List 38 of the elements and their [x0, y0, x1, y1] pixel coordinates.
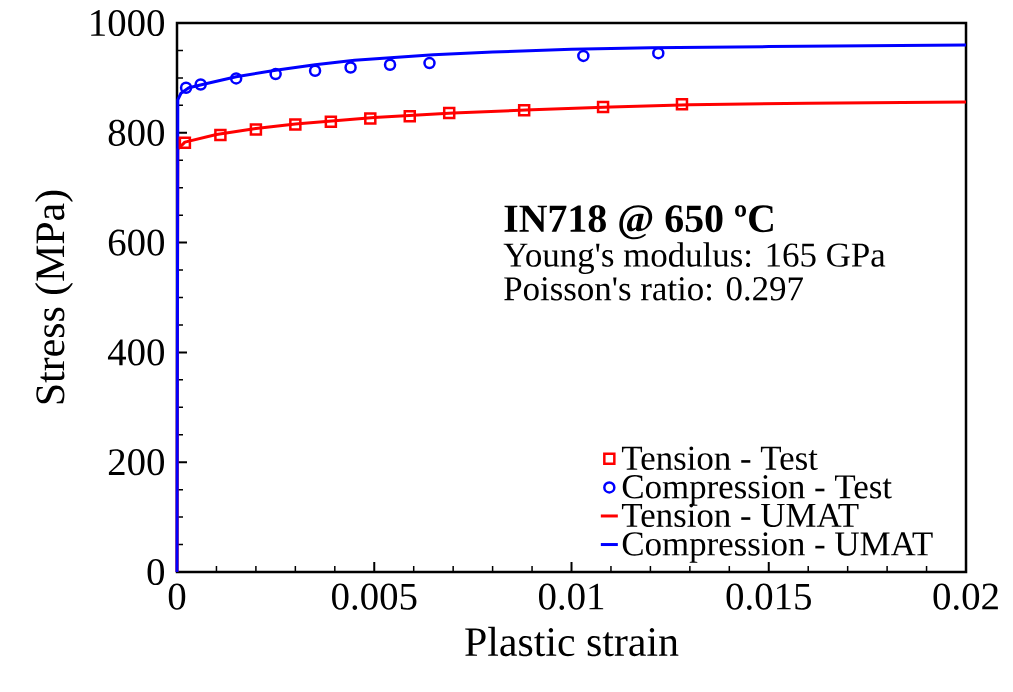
- point: [442, 106, 456, 120]
- point: [675, 98, 689, 111]
- point: [229, 72, 243, 85]
- point: [517, 104, 531, 117]
- x-tick-label: 0.01: [538, 583, 604, 610]
- x-axis-title: Plastic strain: [465, 626, 679, 657]
- point: [383, 58, 397, 71]
- point: [423, 56, 436, 70]
- point: [324, 115, 338, 129]
- y-tick-label: 800: [108, 119, 165, 146]
- point: [269, 67, 282, 81]
- point: [194, 78, 207, 91]
- point: [596, 100, 610, 114]
- point: [344, 61, 357, 74]
- point: [577, 49, 590, 63]
- point: [249, 123, 263, 136]
- legend-label: Tension - Test: [621, 446, 818, 470]
- annotation: IN718 @ 650 ºC: [504, 205, 773, 240]
- y-tick-label: 400: [107, 339, 165, 366]
- x-tick-label: 0.015: [726, 583, 811, 610]
- point: [289, 118, 302, 131]
- annotation: Young's modulus: 165 GPa: [503, 242, 886, 275]
- point: [214, 128, 227, 142]
- y-axis-title: Stress (MPa): [34, 190, 73, 404]
- point: [364, 112, 377, 125]
- y-tick-label: 0: [147, 558, 165, 586]
- y-tick-label: 200: [108, 449, 165, 476]
- annotation: Poisson's ratio: 0.297: [504, 277, 803, 301]
- point: [403, 110, 417, 123]
- point: [178, 136, 192, 149]
- x-tick-label: 0: [168, 583, 186, 610]
- legend-label: Compression - UMAT: [622, 532, 933, 563]
- y-tick-label: 1000: [91, 9, 165, 37]
- y-tick-label: 600: [108, 229, 165, 256]
- point: [308, 64, 322, 78]
- x-tick-label: 0.02: [933, 583, 998, 610]
- point: [179, 81, 193, 95]
- x-tick-label: 0.005: [332, 583, 417, 610]
